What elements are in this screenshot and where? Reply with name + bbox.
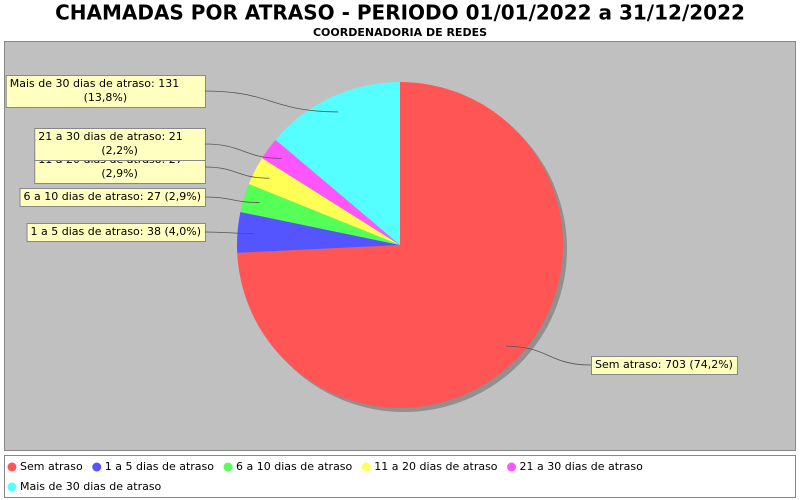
slice-label: 6 a 10 dias de atraso: 27 (2,9%) bbox=[24, 190, 201, 203]
legend-label: 1 a 5 dias de atraso bbox=[105, 460, 215, 473]
slice-label: 21 a 30 dias de atraso: 21 (2,2%) bbox=[38, 130, 182, 157]
slice bbox=[248, 158, 400, 245]
legend-label: 6 a 10 dias de atraso bbox=[236, 460, 353, 473]
legend-label: Sem atraso bbox=[20, 460, 83, 473]
pie bbox=[236, 82, 563, 408]
slice-label-group: 21 a 30 dias de atraso: 21 (2,2%) bbox=[34, 128, 206, 161]
label-box bbox=[5, 75, 206, 108]
leader-line bbox=[204, 166, 270, 179]
legend-label: Mais de 30 dias de atraso bbox=[20, 480, 162, 493]
legend-label: 21 a 30 dias de atraso bbox=[520, 460, 644, 473]
leader-line bbox=[506, 345, 592, 366]
slice bbox=[262, 139, 400, 245]
leader-line bbox=[204, 231, 254, 234]
legend-box bbox=[4, 455, 796, 498]
legend-swatch bbox=[7, 462, 17, 472]
slice-labels: Sem atraso: 703 (74,2%) 1 a 5 dias de atr… bbox=[5, 75, 738, 375]
label-box bbox=[26, 223, 206, 242]
slice-label-group: Mais de 30 dias de atraso: 131 (13,8%) bbox=[5, 75, 206, 108]
leader-line bbox=[204, 143, 282, 159]
chart-subtitle: COORDENADORIA DE REDES bbox=[313, 26, 487, 39]
legend-swatch bbox=[507, 462, 517, 472]
chart-title: CHAMADAS POR ATRASO - PERIODO 01/01/2022… bbox=[55, 1, 745, 25]
legend: Sem atraso 1 a 5 dias de atraso 6 a 10 dia… bbox=[7, 460, 644, 493]
label-box bbox=[591, 356, 738, 375]
leader-line bbox=[204, 196, 260, 203]
label-box bbox=[34, 128, 206, 161]
legend-label: 11 a 20 dias de atraso bbox=[374, 460, 498, 473]
legend-swatch bbox=[7, 482, 17, 492]
slice bbox=[236, 211, 400, 253]
legend-swatch bbox=[223, 462, 233, 472]
slice bbox=[237, 82, 563, 408]
slice bbox=[240, 184, 400, 245]
slice-label: 1 a 5 dias de atraso: 38 (4,0%) bbox=[31, 225, 201, 238]
leader-line bbox=[204, 90, 339, 113]
slice bbox=[275, 82, 400, 245]
legend-swatch bbox=[361, 462, 371, 472]
label-box bbox=[19, 188, 206, 207]
legend-swatch bbox=[92, 462, 102, 472]
slice-label: Mais de 30 dias de atraso: 131 (13,8%) bbox=[10, 77, 180, 104]
slice-label-group: 6 a 10 dias de atraso: 27 (2,9%) bbox=[19, 188, 206, 207]
slice-label: Sem atraso: 703 (74,2%) bbox=[595, 358, 733, 371]
slice-label-group: Sem atraso: 703 (74,2%) bbox=[591, 356, 738, 375]
slice-label-group: 1 a 5 dias de atraso: 38 (4,0%) bbox=[26, 223, 206, 242]
